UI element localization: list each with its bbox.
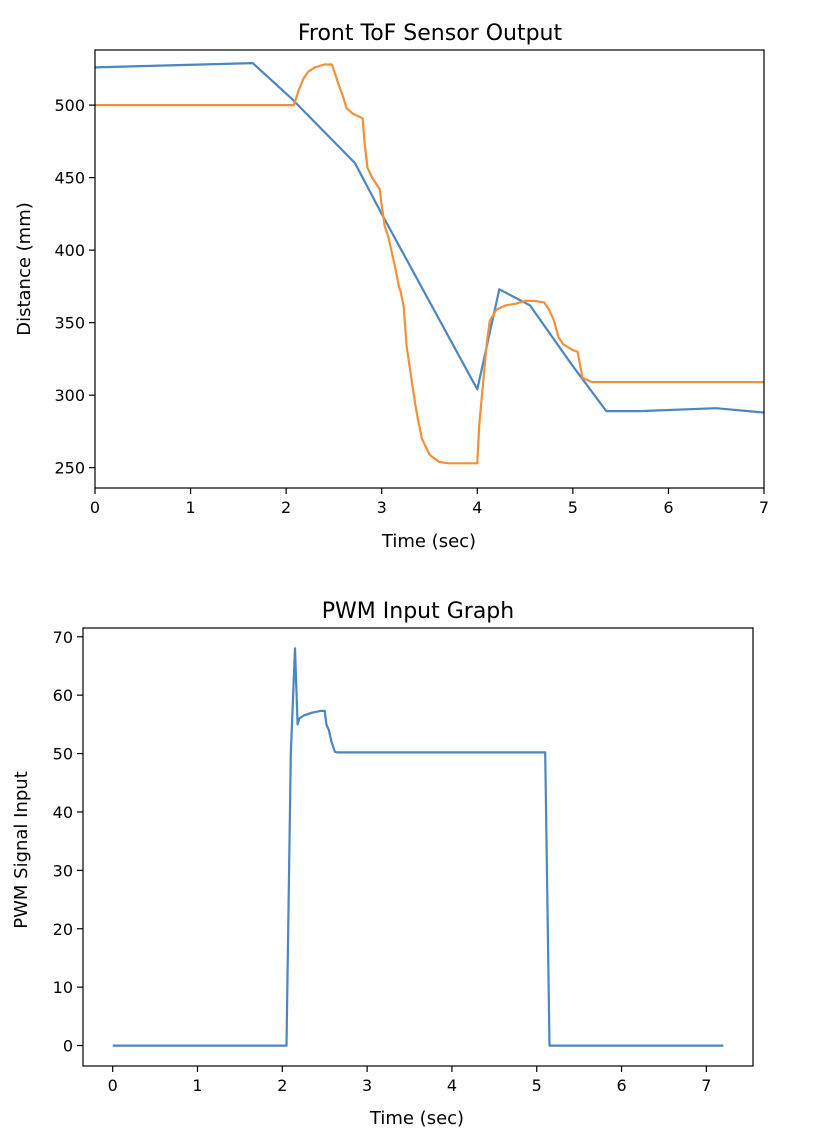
series-line bbox=[94, 61, 765, 414]
y-tick-label: 400 bbox=[54, 241, 85, 260]
x-tick-label: 5 bbox=[568, 498, 578, 517]
y-axis-label: Distance (mm) bbox=[14, 202, 35, 336]
x-tick-label: 0 bbox=[90, 498, 100, 517]
series-line bbox=[95, 63, 764, 465]
x-axis-ticks: 0 1 2 3 4 5 6 7 bbox=[108, 1066, 711, 1095]
y-tick-label: 250 bbox=[54, 459, 85, 478]
plot-frame bbox=[94, 49, 765, 489]
series-group bbox=[94, 61, 765, 465]
y-tick-label: 30 bbox=[53, 861, 73, 880]
chart-title: Front ToF Sensor Output bbox=[298, 21, 563, 46]
y-tick-label: 70 bbox=[53, 628, 73, 647]
y-tick-label: 350 bbox=[54, 314, 85, 333]
y-tick-label: 500 bbox=[54, 96, 85, 115]
series-line bbox=[112, 647, 724, 1047]
y-tick-label: 300 bbox=[54, 386, 85, 405]
x-tick-label: 5 bbox=[532, 1076, 542, 1095]
x-tick-label: 1 bbox=[185, 498, 195, 517]
x-tick-label: 7 bbox=[759, 498, 769, 517]
chart-pwm-input: PWM Input Graph 0 1 2 3 4 5 6 7 0 10 20 30 40 50 60 70… bbox=[11, 599, 754, 1129]
x-tick-label: 2 bbox=[277, 1076, 287, 1095]
y-tick-label: 20 bbox=[53, 920, 73, 939]
y-tick-label: 40 bbox=[53, 803, 73, 822]
y-axis-ticks: 0 10 20 30 40 50 60 70 bbox=[53, 628, 83, 1056]
x-tick-label: 4 bbox=[472, 498, 482, 517]
y-tick-label: 10 bbox=[53, 978, 73, 997]
chart-title: PWM Input Graph bbox=[322, 599, 514, 624]
plot-frame bbox=[82, 627, 754, 1067]
x-tick-label: 3 bbox=[362, 1076, 372, 1095]
y-tick-label: 450 bbox=[54, 169, 85, 188]
y-tick-label: 0 bbox=[63, 1037, 73, 1056]
x-axis-label: Time (sec) bbox=[369, 1108, 464, 1129]
x-tick-label: 2 bbox=[281, 498, 291, 517]
x-tick-label: 3 bbox=[377, 498, 387, 517]
y-axis-label: PWM Signal Input bbox=[11, 771, 32, 929]
x-tick-label: 4 bbox=[447, 1076, 457, 1095]
x-tick-label: 6 bbox=[663, 498, 673, 517]
x-tick-label: 7 bbox=[701, 1076, 711, 1095]
chart-front-tof: Front ToF Sensor Output 0 1 2 3 4 5 6 7 250 300 3… bbox=[14, 21, 769, 552]
series-group bbox=[112, 647, 724, 1047]
x-axis-label: Time (sec) bbox=[381, 531, 476, 552]
y-tick-label: 60 bbox=[53, 686, 73, 705]
x-tick-label: 1 bbox=[192, 1076, 202, 1095]
y-axis-ticks: 250 300 350 400 450 500 bbox=[54, 96, 95, 478]
x-tick-label: 6 bbox=[616, 1076, 626, 1095]
x-axis-ticks: 0 1 2 3 4 5 6 7 bbox=[90, 488, 769, 517]
x-tick-label: 0 bbox=[108, 1076, 118, 1095]
y-tick-label: 50 bbox=[53, 745, 73, 764]
